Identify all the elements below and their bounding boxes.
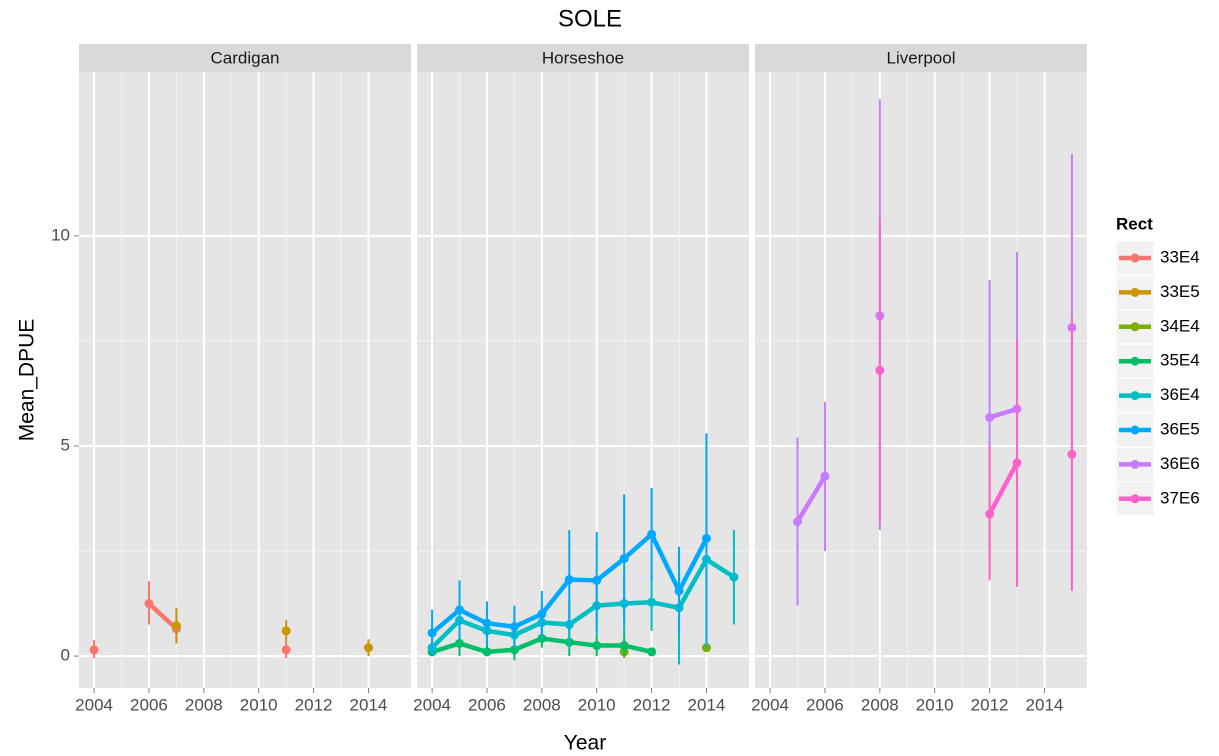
legend-label: 36E4 [1160,385,1200,404]
legend-point [1130,459,1140,469]
y-axis-label: Mean_DPUE [16,319,39,442]
strip [79,44,411,72]
point [509,645,519,655]
legend-point [1130,253,1140,263]
series-line [987,461,1020,516]
point [281,626,291,636]
legend-label: 33E4 [1160,247,1200,266]
series-line [430,557,736,650]
point [509,622,519,632]
x-tick-label: 2004 [75,695,113,714]
legend-label: 33E5 [1160,282,1200,301]
legend-point [1130,494,1140,504]
series-line [147,601,178,631]
point [647,647,657,657]
point [674,586,684,596]
series-line [988,406,1018,420]
x-tick-label: 2004 [751,695,789,714]
point [89,645,99,655]
legend-title: Rect [1116,214,1153,233]
chart-title: SOLE [558,5,622,32]
point [455,605,465,615]
point [985,412,995,422]
point [455,638,465,648]
point [144,599,154,609]
point [619,641,629,651]
x-tick-label: 2014 [688,695,726,714]
x-tick-label: 2010 [916,695,954,714]
point [701,533,711,543]
legend-point [1130,322,1140,332]
point [564,575,574,585]
legend-label: 34E4 [1160,316,1200,335]
strip [755,44,1087,72]
panel-background [79,72,411,688]
legend-label: 36E5 [1160,419,1200,438]
x-tick-label: 2006 [130,695,168,714]
x-tick-label: 2012 [633,695,671,714]
point [647,597,657,607]
point [171,621,181,631]
y-tick-label: 10 [51,225,70,244]
legend-point [1130,391,1140,401]
strip-label: Cardigan [211,48,280,67]
x-tick-label: 2010 [578,695,616,714]
x-tick-label: 2014 [350,695,388,714]
point [427,628,437,638]
x-tick-label: 2008 [523,695,561,714]
point [482,647,492,657]
panel-background [755,72,1087,688]
x-tick-label: 2012 [295,695,333,714]
point [793,517,803,527]
legend-point [1130,356,1140,366]
x-tick-label: 2004 [413,695,451,714]
point [820,471,830,481]
x-tick-label: 2008 [861,695,899,714]
y-tick-label: 5 [61,435,70,454]
point [729,572,739,582]
point [482,618,492,628]
point [363,643,373,653]
point [592,575,602,585]
point [619,554,629,564]
series-line [795,475,827,523]
x-tick-label: 2008 [185,695,223,714]
point [281,645,291,655]
legend-point [1130,287,1140,297]
x-tick-label: 2010 [240,695,278,714]
point [647,529,657,539]
strip [417,44,749,72]
point [1012,458,1022,468]
legend-point [1130,425,1140,435]
legend-label: 37E6 [1160,488,1200,507]
panel-background [417,72,749,688]
strip-label: Liverpool [887,48,956,67]
legend-label: 36E6 [1160,454,1200,473]
x-tick-label: 2006 [806,695,844,714]
point [985,509,995,519]
x-axis-label: Year [564,732,606,755]
strip-label: Horseshoe [542,48,624,67]
x-tick-label: 2014 [1026,695,1064,714]
point [537,609,547,619]
point [592,641,602,651]
point [1067,449,1077,459]
x-tick-label: 2012 [971,695,1009,714]
legend-label: 35E4 [1160,351,1200,370]
point [875,365,885,375]
y-tick-label: 0 [61,646,70,665]
x-tick-label: 2006 [468,695,506,714]
